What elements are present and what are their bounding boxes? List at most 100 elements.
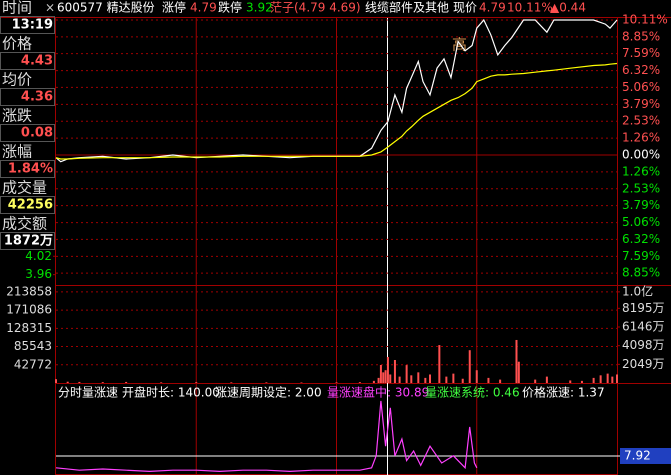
y-tick-label: 8.85%	[622, 266, 660, 280]
y-tick-label: 2.53%	[622, 114, 660, 128]
volume-bar	[66, 381, 69, 383]
volume-bar	[125, 381, 128, 383]
volume-bar	[452, 373, 455, 383]
sidebar-label: 时间	[2, 0, 32, 17]
volume-bar	[599, 375, 602, 383]
y-tick-label: 6.32%	[622, 63, 660, 77]
y2-tick-label: 4.02	[25, 249, 52, 263]
y2-tick-label: 6146万	[622, 319, 665, 333]
volume-bar	[417, 372, 420, 383]
y-tick-label: 128315	[6, 321, 52, 335]
sidebar-label: 涨幅	[2, 143, 32, 161]
y-tick-label: 7.59%	[622, 46, 660, 60]
y2-tick-label: 8195万	[622, 301, 665, 315]
indicator-param: 量涨速系统: 0.46	[425, 385, 520, 400]
sidebar-label: 涨跌	[2, 107, 32, 125]
volume-bar	[545, 376, 548, 383]
sidebar-box	[0, 16, 55, 34]
volume-bar	[534, 379, 537, 383]
volume-bar	[358, 382, 361, 383]
volume-bar	[580, 380, 583, 383]
y-tick-label: 10.11%	[622, 13, 668, 27]
sidebar-box	[0, 52, 55, 70]
y-tick-label: 0.00%	[622, 148, 660, 162]
volume-bar	[569, 380, 572, 383]
tick-label-box	[620, 447, 671, 464]
sidebar-label: 均价	[2, 71, 32, 89]
y2-tick-label: 3.96	[25, 267, 52, 281]
volume-bar	[499, 379, 502, 383]
series-line	[55, 400, 478, 473]
volume-bar	[160, 382, 163, 383]
header-item: 茫子(4.79 4.69)	[270, 1, 361, 15]
y-tick-label: 5.06%	[622, 80, 660, 94]
sidebar-value: 1872万	[4, 234, 53, 249]
volume-bar	[101, 382, 104, 383]
y2-tick-label: 2049万	[622, 357, 665, 371]
y2-tick-label: 1.0亿	[622, 283, 653, 298]
volume-bar	[475, 370, 478, 383]
volume-bar	[616, 374, 618, 383]
sidebar-value: 42256	[8, 198, 53, 213]
volume-bar	[424, 377, 427, 383]
sidebar-label: 成交额	[2, 215, 47, 233]
y-tick-label: 7.92	[624, 448, 651, 462]
volume-bar	[461, 378, 464, 383]
sidebar-box	[0, 88, 55, 106]
sidebar-value: 1.84%	[8, 162, 53, 177]
header-item: 3.92	[246, 1, 273, 15]
close-button[interactable]: ×	[45, 1, 55, 15]
volume-bar	[438, 345, 441, 383]
volume-bar	[384, 370, 387, 383]
sidebar-label: 成交量	[2, 179, 47, 197]
volume-bar	[393, 359, 396, 383]
sidebar-value: 13:19	[12, 18, 53, 33]
volume-bar	[230, 382, 233, 383]
volume-bar	[487, 377, 490, 383]
volume-bar	[78, 381, 81, 383]
sidebar-label: 价格	[2, 35, 32, 53]
header-item: 600577 精达股份	[57, 1, 155, 15]
volume-bar	[398, 376, 401, 383]
sidebar-box	[0, 160, 55, 178]
volume-bar	[372, 380, 375, 383]
header-item: 10.11%	[507, 1, 553, 15]
volume-bar	[468, 350, 471, 383]
volume-bar	[379, 364, 382, 383]
y-tick-label: 1.26%	[622, 131, 660, 145]
volume-bar	[300, 382, 303, 383]
y-tick-label: 7.59%	[622, 249, 660, 263]
volume-bar	[389, 374, 392, 383]
volume-bar	[405, 365, 408, 383]
y-tick-label: 85543	[14, 339, 52, 353]
y-tick-label: 3.79%	[622, 198, 660, 212]
indicator-title: 分时量涨速	[58, 385, 118, 400]
indicator-param: 量涨速盘中: 30.89	[327, 385, 429, 400]
header-item: 涨停	[162, 0, 186, 15]
sidebar-box	[0, 124, 55, 142]
header-item: 线缆部件及其他	[365, 0, 449, 15]
y-tick-label: 8.85%	[622, 29, 660, 43]
y-tick-label: 171086	[6, 303, 52, 317]
sidebar-box	[0, 232, 55, 250]
y-tick-label: 5.06%	[622, 215, 660, 229]
y-tick-label: 3.79%	[622, 97, 660, 111]
y-tick-label: 2.53%	[622, 181, 660, 195]
indicator-param: 价格涨速: 1.37	[522, 385, 605, 400]
header-item: 现价	[453, 1, 477, 15]
indicator-param: 涨速周期设定: 2.00	[215, 385, 322, 400]
header-item: 跌停	[218, 0, 242, 15]
volume-bar	[606, 373, 609, 383]
header-item: 4.79	[479, 1, 506, 15]
sidebar-value: 4.43	[21, 54, 53, 69]
y2-tick-label: 4098万	[622, 338, 665, 352]
volume-bar	[515, 339, 518, 383]
sidebar-value: 0.08	[21, 126, 53, 141]
header-item: ▲0.44	[550, 1, 586, 15]
volume-bar	[382, 372, 385, 383]
indicator-param: 开盘时长: 140.00	[122, 385, 220, 400]
y-tick-label: 1.26%	[622, 164, 660, 178]
